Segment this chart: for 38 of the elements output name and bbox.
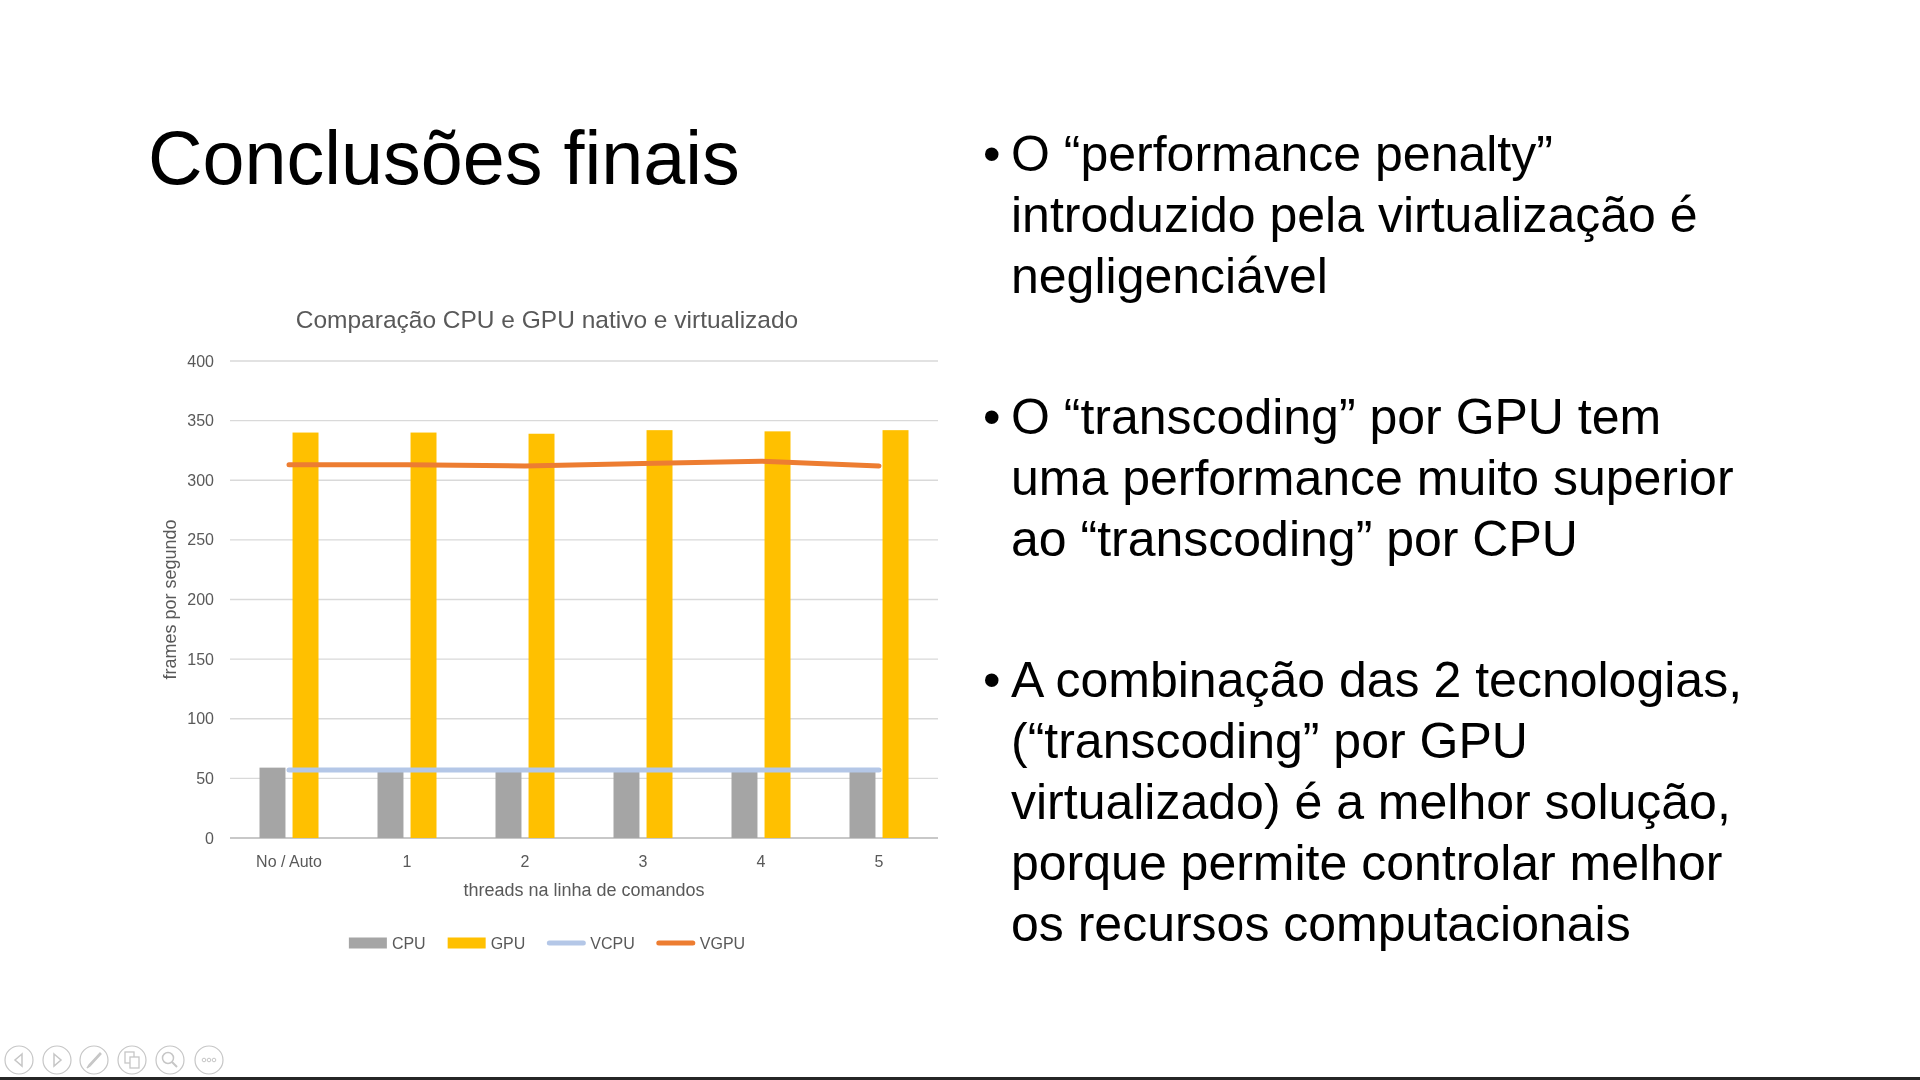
bar [849,771,876,838]
text: • A combinação das 2 tecnologias, (“transcoding” por GPU virtualizado) é a melhor solução, porque permite controlar melhor os recursos computacionais [983,652,1743,952]
x-tick-label: 3 [638,853,648,870]
y-tick-label: 400 [187,352,215,370]
legend-label: CPU [391,934,426,952]
x-axis-title: threads na linha de comandos [463,880,705,900]
legend-label: GPU [490,934,526,952]
y-tick-label: 200 [187,591,215,609]
bar [410,432,437,838]
y-tick-label: 50 [196,769,215,787]
bar [528,433,555,838]
bar [377,771,404,838]
y-tick-label: 150 [187,650,215,668]
y-tick-label: 350 [187,412,215,430]
x-tick-label: 1 [402,853,412,870]
legend-label: VCPU [590,934,635,952]
text: • O “transcoding” por GPU tem uma performance muito superior ao “transcoding” por CPU [983,389,1734,567]
bar [731,771,758,838]
bar [292,432,319,838]
bar [259,767,286,838]
bar [613,771,640,838]
y-axis-title: frames por segundo [160,519,180,680]
chart-subtitle: Comparação CPU e GPU nativo e virtualizado [295,306,799,333]
bar [882,430,909,838]
bar [495,771,522,838]
bar [646,430,673,838]
chart-title: Conclusões finais [148,116,740,200]
text: • O “performance penalty” introduzido pela virtualização é negligenciável [983,126,1698,304]
bar [764,431,791,838]
x-tick-label: 5 [874,853,884,870]
x-tick-label: No / Auto [256,853,323,870]
y-tick-label: 0 [205,829,215,847]
x-tick-label: 4 [756,853,766,870]
y-tick-label: 300 [187,471,215,489]
y-tick-label: 250 [187,531,215,549]
x-tick-label: 2 [520,853,530,870]
y-tick-label: 100 [187,710,215,728]
legend-label: VGPU [699,934,746,952]
